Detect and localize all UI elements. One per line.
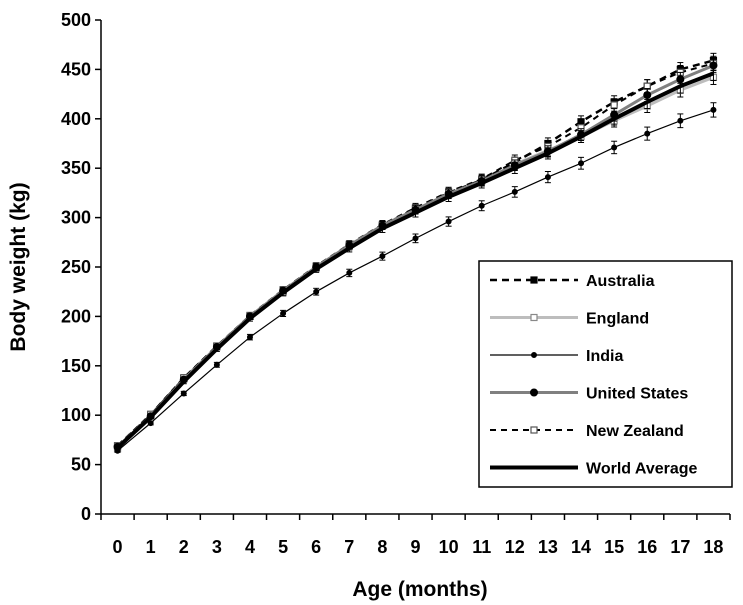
legend-label-united-states: United States xyxy=(586,386,688,403)
data-point xyxy=(644,130,651,137)
series-world-average xyxy=(114,65,717,450)
x-tick-label: 14 xyxy=(571,537,591,557)
data-point xyxy=(445,218,452,225)
data-point xyxy=(610,101,618,109)
data-point xyxy=(544,174,551,181)
legend-marker xyxy=(530,426,538,434)
legend-marker xyxy=(530,313,538,322)
y-tick-label: 200 xyxy=(61,306,91,326)
legend-marker xyxy=(531,352,537,358)
x-tick-label: 7 xyxy=(344,537,354,557)
y-tick-label: 500 xyxy=(61,10,91,30)
x-tick-label: 3 xyxy=(212,537,222,557)
legend-marker xyxy=(530,276,538,284)
data-point xyxy=(213,361,220,368)
y-tick-label: 400 xyxy=(61,109,91,129)
x-tick-label: 10 xyxy=(439,537,459,557)
x-tick-label: 13 xyxy=(538,537,558,557)
data-point xyxy=(147,420,154,427)
y-tick-label: 100 xyxy=(61,405,91,425)
data-point xyxy=(677,117,684,124)
legend-marker xyxy=(530,388,538,397)
legend-label-new-zealand: New Zealand xyxy=(586,423,684,440)
data-point xyxy=(578,160,585,167)
data-point xyxy=(611,144,618,151)
legend-label-india: India xyxy=(586,348,623,365)
legend-item-world-average: World Average xyxy=(490,461,698,478)
x-tick-label: 11 xyxy=(472,537,491,557)
series-line-world-average xyxy=(116,71,715,450)
x-tick-label: 9 xyxy=(410,537,420,557)
x-tick-label: 17 xyxy=(670,537,690,557)
y-tick-label: 150 xyxy=(61,356,91,376)
y-tick-label: 300 xyxy=(61,208,91,228)
x-tick-label: 4 xyxy=(245,537,255,557)
series-india xyxy=(114,102,717,454)
x-tick-label: 16 xyxy=(637,537,657,557)
y-tick-label: 450 xyxy=(61,59,91,79)
x-tick-label: 1 xyxy=(146,537,156,557)
legend-label-australia: Australia xyxy=(586,273,655,290)
data-point xyxy=(246,334,253,341)
x-tick-label: 6 xyxy=(311,537,321,557)
data-point xyxy=(412,235,419,242)
legend-item-india: India xyxy=(490,348,623,365)
series-layer xyxy=(113,52,718,454)
y-tick-label: 50 xyxy=(71,455,91,475)
y-tick-label: 250 xyxy=(61,257,91,277)
x-tick-label: 5 xyxy=(278,537,288,557)
data-point xyxy=(180,390,187,397)
y-tick-label: 0 xyxy=(81,504,91,524)
legend-label-world-average: World Average xyxy=(586,461,698,478)
x-tick-label: 12 xyxy=(505,537,525,557)
legend-item-australia: Australia xyxy=(490,273,655,290)
x-tick-label: 8 xyxy=(377,537,387,557)
data-point xyxy=(379,253,386,260)
data-point xyxy=(280,310,287,317)
legend-item-new-zealand: New Zealand xyxy=(490,423,684,440)
x-tick-label: 15 xyxy=(604,537,624,557)
data-point xyxy=(478,202,485,209)
data-point xyxy=(710,106,717,113)
legend: Australia England India United States New Ze… xyxy=(478,260,733,488)
x-tick-label: 18 xyxy=(703,537,723,557)
y-axis-title: Body weight (kg) xyxy=(7,182,30,351)
data-point xyxy=(511,188,518,195)
x-tick-label: 2 xyxy=(179,537,189,557)
y-tick-label: 350 xyxy=(61,158,91,178)
x-tick-label: 0 xyxy=(113,537,123,557)
x-axis-title: Age (months) xyxy=(352,578,487,601)
legend-label-england: England xyxy=(586,311,649,328)
data-point xyxy=(346,269,353,276)
legend-item-united-states: United States xyxy=(490,386,688,403)
legend-item-england: England xyxy=(490,311,649,328)
data-point xyxy=(313,288,320,295)
legend-box xyxy=(478,260,733,488)
